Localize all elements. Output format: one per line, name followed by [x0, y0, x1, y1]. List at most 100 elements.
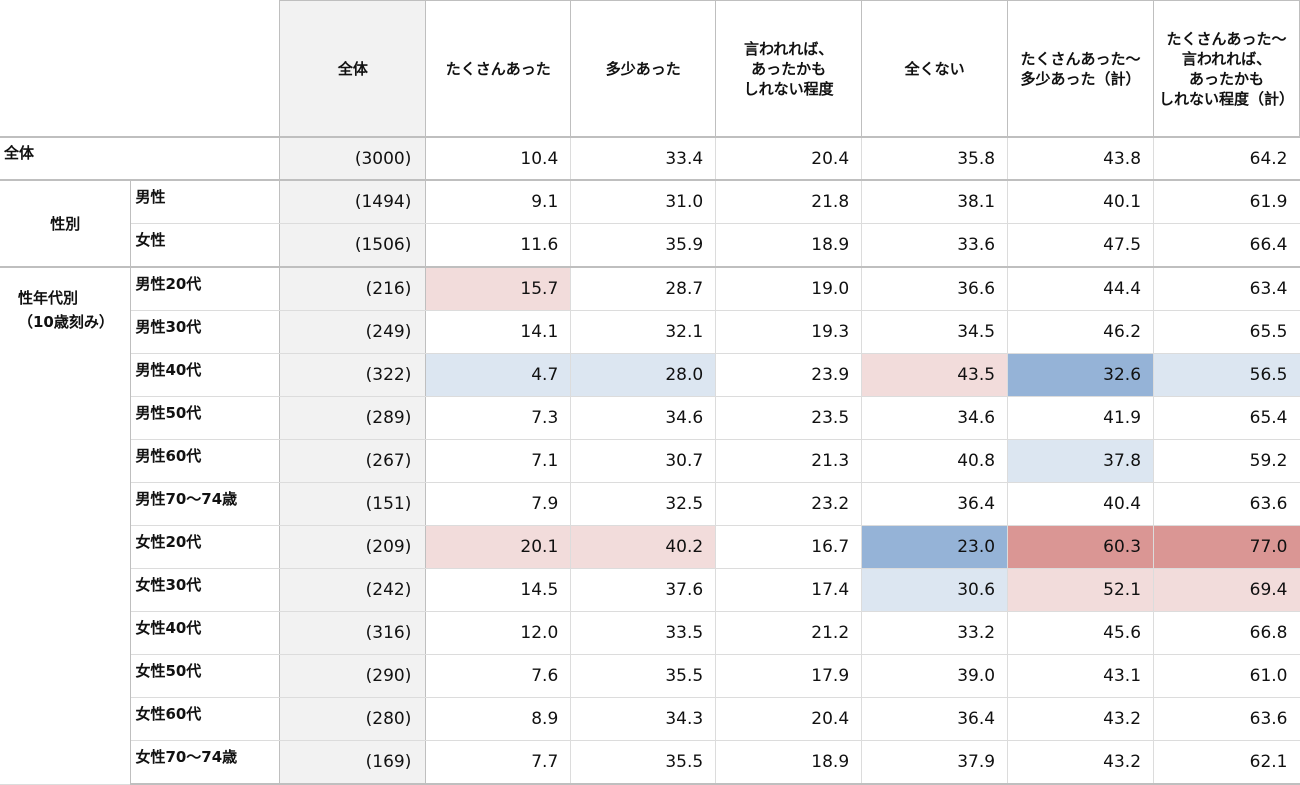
- sample-size-cell: (151): [279, 482, 427, 526]
- value-cell: 35.5: [570, 740, 717, 785]
- value-cell: 37.6: [570, 568, 717, 612]
- value-cell: 33.4: [570, 136, 717, 181]
- table-row: 女性40代 (316) 12.0 33.5 21.2 33.2 45.6 66.8: [0, 611, 1300, 655]
- table-row: 女性70～74歳 (169) 7.7 35.5 18.9 37.9 43.2 62.1: [0, 740, 1300, 785]
- value-cell: 19.0: [715, 266, 863, 311]
- value-cell: 31.0: [570, 179, 717, 224]
- column-header-line: 多少あった: [605, 59, 681, 78]
- value-cell: 20.4: [715, 697, 863, 741]
- value-cell: 7.1: [425, 439, 572, 483]
- column-header: 全くない: [861, 0, 1008, 137]
- column-header-line: あったかも: [1189, 69, 1265, 88]
- value-cell: 14.1: [425, 310, 572, 354]
- sample-size-cell: (316): [279, 611, 427, 655]
- value-cell: 21.8: [715, 179, 863, 224]
- value-cell: 17.9: [715, 654, 863, 698]
- value-cell: 61.0: [1153, 654, 1300, 698]
- table-row: 性年代別 （10歳刻み） 男性20代 (216) 15.7 28.7 19.0 36.6 44.…: [0, 266, 1300, 785]
- value-cell: 30.6: [861, 568, 1009, 612]
- row-label: 女性20代: [130, 525, 281, 569]
- row-label: 男性20代: [130, 266, 281, 311]
- value-cell: 18.9: [715, 740, 863, 785]
- group-label-line: （10歳刻み）: [18, 313, 114, 331]
- column-header: 言われれば、 あったかも しれない程度: [715, 0, 862, 137]
- table-row: 女性20代 (209) 20.1 40.2 16.7 23.0 60.3 77.0: [0, 525, 1300, 569]
- value-cell: 32.5: [570, 482, 717, 526]
- sample-size-cell: (242): [279, 568, 427, 612]
- header-corner: [0, 1, 280, 138]
- column-header: 全体: [279, 0, 426, 137]
- column-header-line: 言われれば、: [1181, 49, 1272, 68]
- sample-size-cell: (209): [279, 525, 427, 569]
- value-cell: 35.5: [570, 654, 717, 698]
- value-cell: 17.4: [715, 568, 863, 612]
- table-row: 女性60代 (280) 8.9 34.3 20.4 36.4 43.2 63.6: [0, 697, 1300, 741]
- table-row: 女性 (1506) 11.6 35.9 18.9 33.6 47.5 66.4: [0, 223, 1300, 268]
- value-cell: 59.2: [1153, 439, 1300, 483]
- value-cell: 65.5: [1153, 310, 1300, 354]
- sample-size-cell: (216): [279, 266, 427, 311]
- value-cell: 40.2: [570, 525, 717, 569]
- row-label: 男性40代: [130, 353, 281, 397]
- sample-size-cell: (249): [279, 310, 427, 354]
- value-cell: 34.6: [570, 396, 717, 440]
- value-cell: 23.2: [715, 482, 863, 526]
- value-cell: 7.3: [425, 396, 572, 440]
- sample-size-cell: (289): [279, 396, 427, 440]
- table-row: 性別 男性 (1494) 9.1 31.0 21.8 38.1 40.1 61.9: [0, 179, 1300, 268]
- table-row: 男性70～74歳 (151) 7.9 32.5 23.2 36.4 40.4 63.6: [0, 482, 1300, 526]
- value-cell: 60.3: [1007, 525, 1155, 569]
- table-row: 女性50代 (290) 7.6 35.5 17.9 39.0 43.1 61.0: [0, 654, 1300, 698]
- group-label-line: 性年代別: [18, 289, 79, 307]
- value-cell: 20.1: [425, 525, 572, 569]
- value-cell: 41.9: [1007, 396, 1155, 440]
- row-label: 女性50代: [130, 654, 281, 698]
- value-cell: 23.5: [715, 396, 863, 440]
- value-cell: 64.2: [1153, 136, 1300, 181]
- column-header: 多少あった: [570, 0, 716, 137]
- value-cell: 28.7: [570, 266, 717, 311]
- row-label: 女性30代: [130, 568, 281, 612]
- value-cell: 43.1: [1007, 654, 1155, 698]
- table-row: 男性60代 (267) 7.1 30.7 21.3 40.8 37.8 59.2: [0, 439, 1300, 483]
- value-cell: 9.1: [425, 179, 572, 224]
- value-cell: 43.2: [1007, 697, 1155, 741]
- value-cell: 34.3: [570, 697, 717, 741]
- column-header: たくさんあった: [425, 0, 571, 137]
- value-cell: 34.6: [861, 396, 1009, 440]
- group-label-line: 全体: [4, 144, 35, 162]
- value-cell: 32.1: [570, 310, 717, 354]
- sample-size-cell: (1494): [279, 179, 427, 224]
- value-cell: 43.2: [1007, 740, 1155, 785]
- value-cell: 44.4: [1007, 266, 1155, 311]
- value-cell: 15.7: [425, 266, 572, 311]
- column-header-line: 多少あった（計）: [1020, 69, 1141, 88]
- value-cell: 20.4: [715, 136, 863, 181]
- value-cell: 66.8: [1153, 611, 1300, 655]
- column-header-line: たくさんあった～: [1020, 49, 1141, 68]
- value-cell: 39.0: [861, 654, 1009, 698]
- value-cell: 11.6: [425, 223, 572, 268]
- sample-size-cell: (267): [279, 439, 427, 483]
- header-row: 全体 たくさんあった 多少あった 言われれば、 あったかも しれない程度 全くない …: [0, 0, 1300, 138]
- value-cell: 37.8: [1007, 439, 1155, 483]
- value-cell: 10.4: [425, 136, 572, 181]
- row-label: 男性: [130, 179, 281, 224]
- column-header-line: あったかも: [751, 59, 827, 78]
- value-cell: 23.0: [861, 525, 1009, 569]
- row-label: 男性70～74歳: [130, 482, 281, 526]
- value-cell: 4.7: [425, 353, 572, 397]
- row-label: 女性60代: [130, 697, 281, 741]
- value-cell: 14.5: [425, 568, 572, 612]
- value-cell: 63.4: [1153, 266, 1300, 311]
- value-cell: 40.8: [861, 439, 1009, 483]
- value-cell: 35.8: [861, 136, 1009, 181]
- sample-size-cell: (3000): [279, 136, 427, 181]
- column-header: たくさんあった～ 言われれば、 あったかも しれない程度（計）: [1153, 0, 1300, 137]
- value-cell: 33.2: [861, 611, 1009, 655]
- group-label-line: 性別: [50, 215, 81, 233]
- sample-size-cell: (322): [279, 353, 427, 397]
- table-row: 女性30代 (242) 14.5 37.6 17.4 30.6 52.1 69.4: [0, 568, 1300, 612]
- value-cell: 18.9: [715, 223, 863, 268]
